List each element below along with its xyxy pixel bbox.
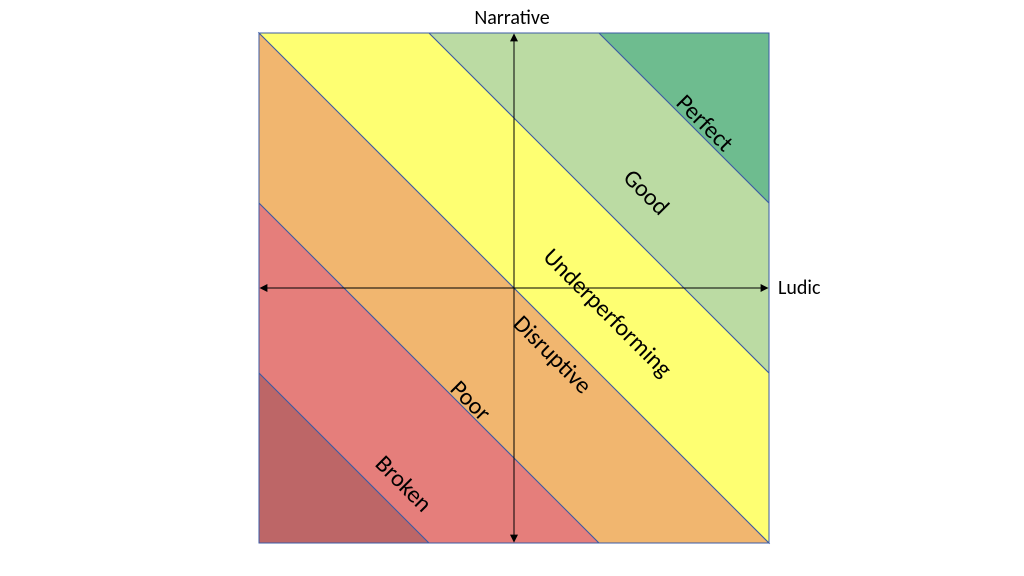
diagram-stage: Narrative Ludic BrokenPoorDisruptiveUnde… [0, 0, 1024, 576]
diagram-svg: BrokenPoorDisruptiveUnderperformingGoodP… [0, 0, 1024, 576]
